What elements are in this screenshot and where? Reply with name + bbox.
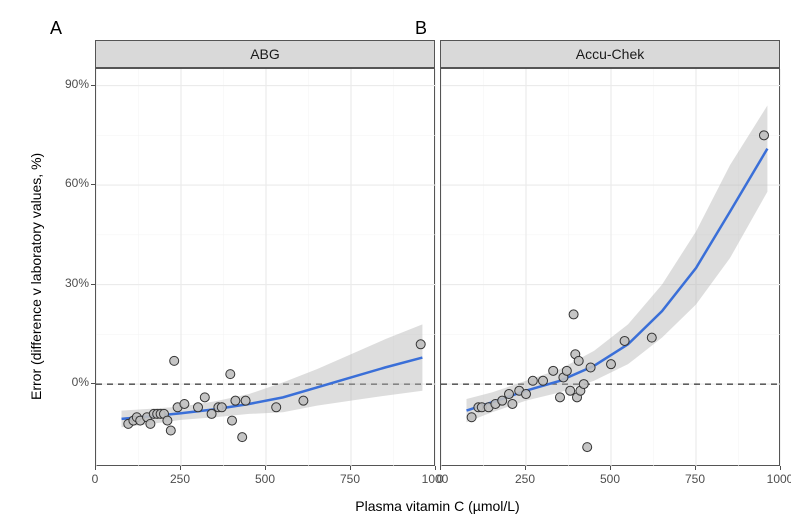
y-tick-mark [91,284,95,285]
data-point [528,376,537,385]
panel-svg-B [441,69,781,467]
y-tick-label: 60% [65,176,89,190]
x-tick-mark [695,466,696,470]
panel-svg-A [96,69,436,467]
y-axis-title: Error (difference v laboratory values, %… [28,153,44,400]
x-tick-mark [265,466,266,470]
panel-label-A: A [50,18,62,39]
data-point [556,393,565,402]
data-point [231,396,240,405]
strip-A: ABG [95,40,435,68]
data-point [760,131,769,140]
data-point [163,416,172,425]
x-tick-mark [610,466,611,470]
y-tick-label: 90% [65,77,89,91]
data-point [180,399,189,408]
data-point [508,399,517,408]
strip-label-A: ABG [250,46,280,62]
x-tick-label: 750 [680,472,710,486]
plot-area-A [95,68,435,466]
x-tick-mark [180,466,181,470]
strip-B: Accu-Chek [440,40,780,68]
y-tick-mark [91,85,95,86]
data-point [539,376,548,385]
data-point [607,360,616,369]
data-point [522,390,531,399]
x-tick-label: 250 [165,472,195,486]
data-point [200,393,209,402]
x-tick-label: 250 [510,472,540,486]
strip-label-B: Accu-Chek [576,46,644,62]
x-tick-mark [435,466,436,470]
plot-area-B [440,68,780,466]
data-point [549,366,558,375]
data-point [194,403,203,412]
data-point [166,426,175,435]
data-point [272,403,281,412]
data-point [217,403,226,412]
x-tick-label: 500 [250,472,280,486]
data-point [498,396,507,405]
data-point [579,380,588,389]
x-tick-mark [440,466,441,470]
data-point [146,419,155,428]
confidence-ribbon [467,105,768,422]
data-point [586,363,595,372]
data-point [583,443,592,452]
data-point [569,310,578,319]
y-tick-mark [91,184,95,185]
data-point [574,356,583,365]
x-tick-mark [95,466,96,470]
y-tick-label: 0% [72,375,89,389]
data-point [647,333,656,342]
x-tick-label: 750 [335,472,365,486]
data-point [241,396,250,405]
data-point [226,370,235,379]
data-point [505,390,514,399]
data-point [620,336,629,345]
x-tick-mark [525,466,526,470]
x-tick-label: 0 [425,472,455,486]
y-tick-label: 30% [65,276,89,290]
data-point [299,396,308,405]
data-point [416,340,425,349]
data-point [562,366,571,375]
x-axis-title: Plasma vitamin C (µmol/L) [95,498,780,514]
data-point [238,433,247,442]
data-point [228,416,237,425]
data-point [170,356,179,365]
x-tick-label: 1000 [765,472,791,486]
data-point [467,413,476,422]
x-tick-label: 0 [80,472,110,486]
x-tick-mark [780,466,781,470]
data-point [566,386,575,395]
x-tick-mark [350,466,351,470]
figure: A B Error (difference v laboratory value… [0,0,791,529]
x-tick-label: 500 [595,472,625,486]
data-point [207,409,216,418]
y-tick-mark [91,383,95,384]
panel-label-B: B [415,18,427,39]
